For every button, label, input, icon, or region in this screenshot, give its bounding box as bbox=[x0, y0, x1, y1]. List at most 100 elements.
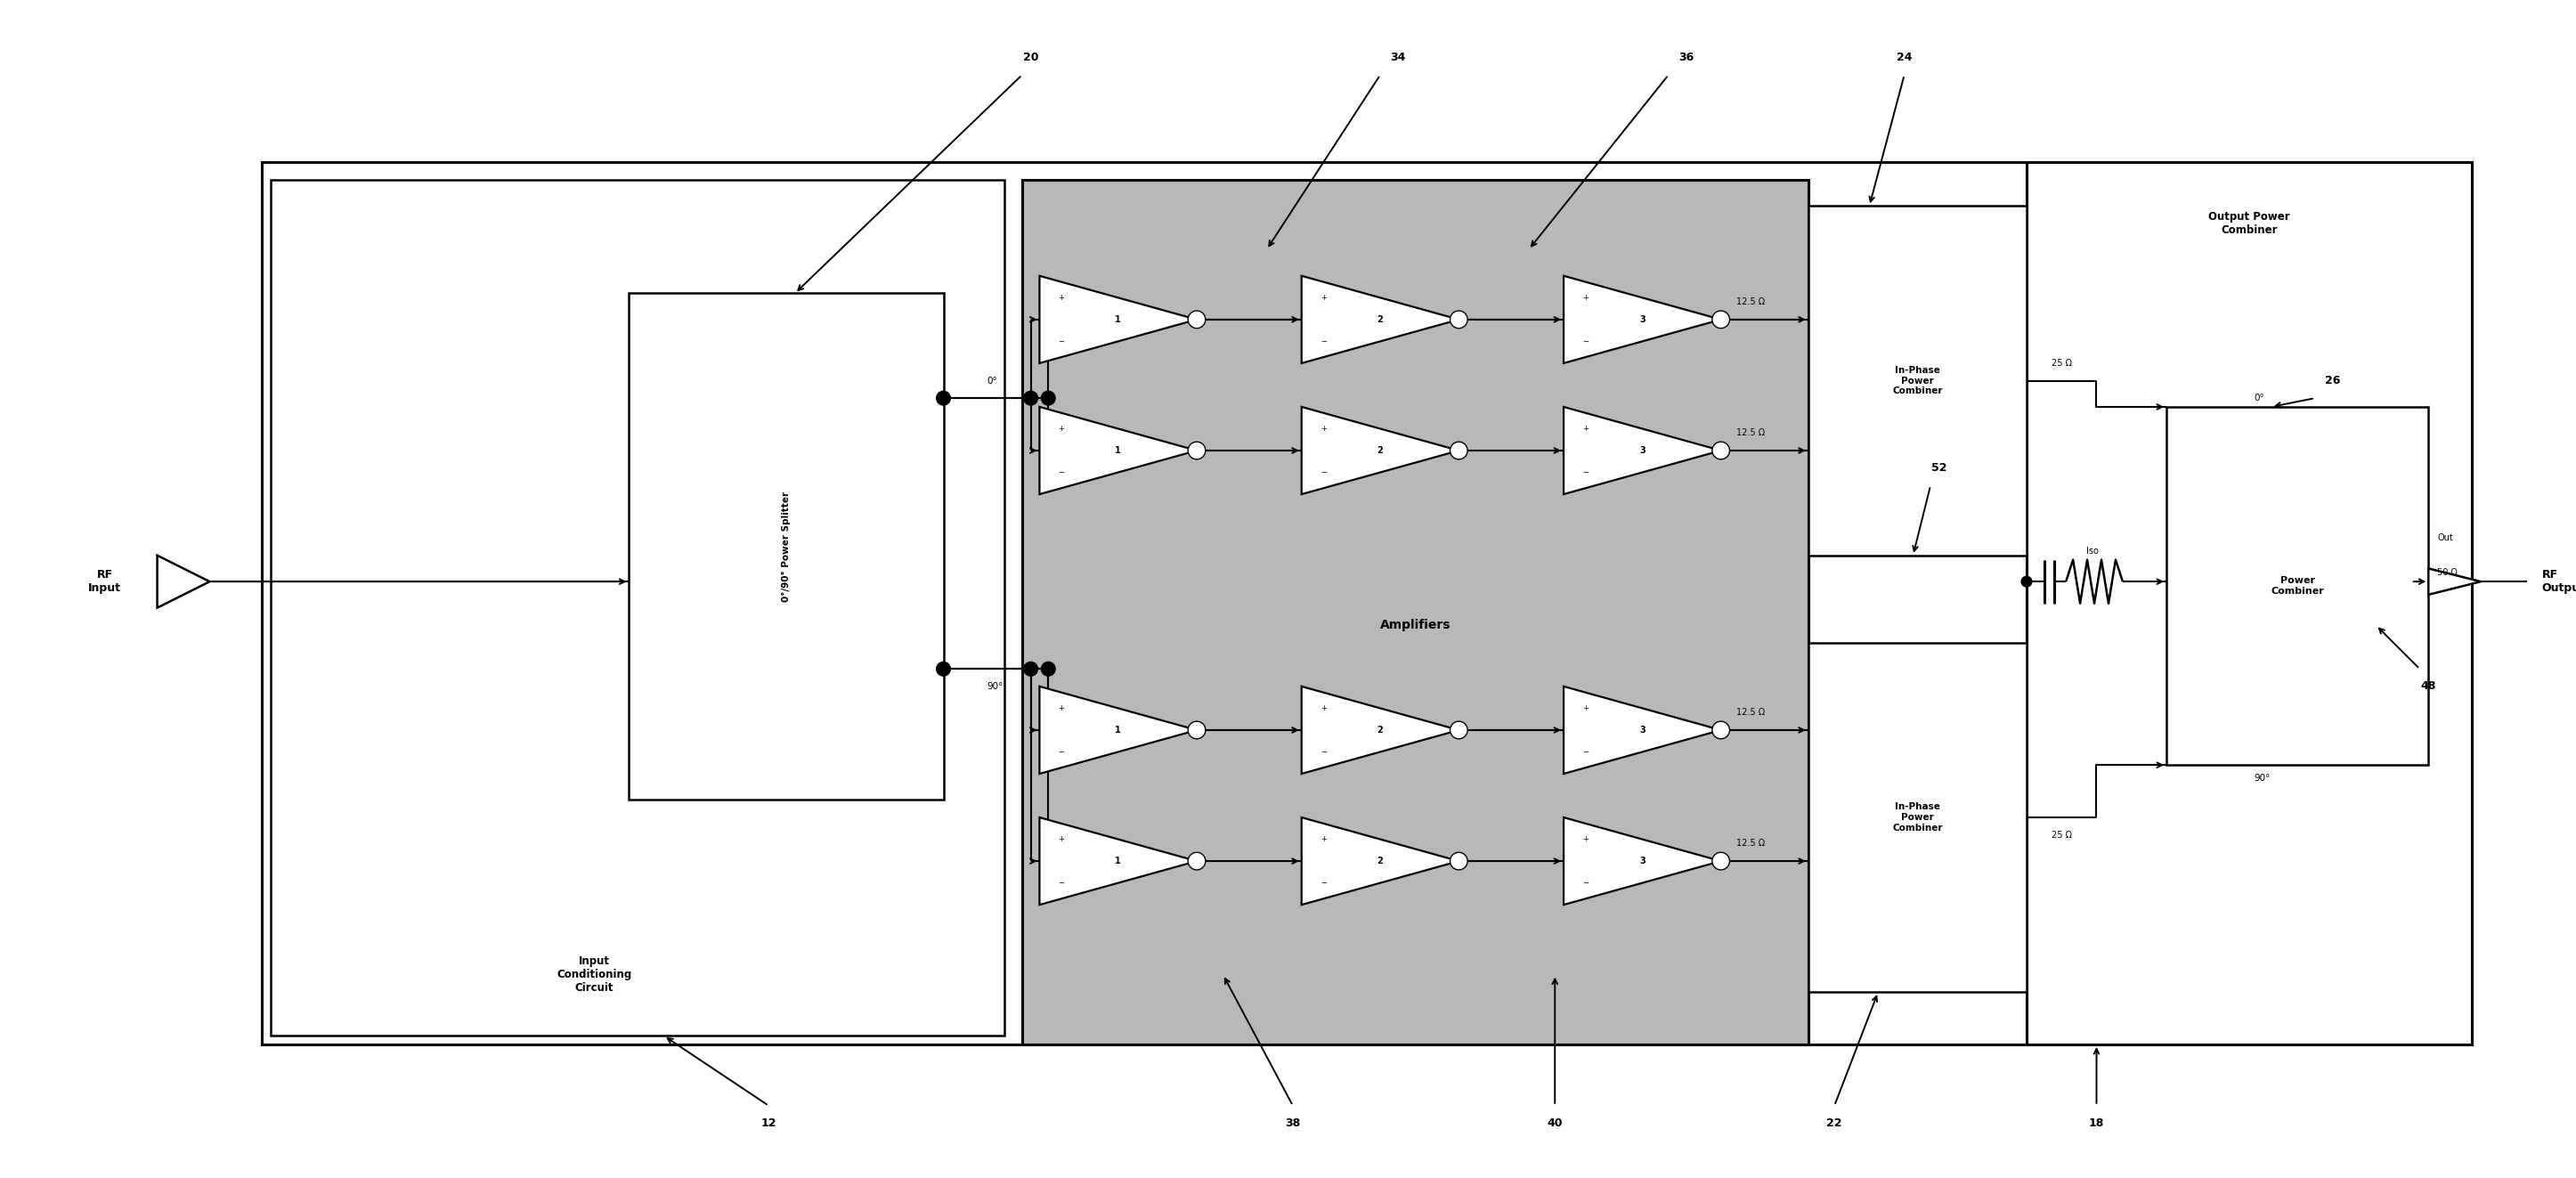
Circle shape bbox=[1023, 391, 1038, 405]
Circle shape bbox=[1450, 721, 1468, 739]
Text: 3: 3 bbox=[1638, 315, 1646, 324]
Text: 36: 36 bbox=[1677, 52, 1692, 64]
Circle shape bbox=[1188, 721, 1206, 739]
Text: +: + bbox=[1321, 425, 1327, 432]
Text: 18: 18 bbox=[2089, 1118, 2105, 1129]
Bar bbox=[263, 163, 2473, 1045]
Text: 25 Ω: 25 Ω bbox=[2050, 359, 2071, 368]
Text: −: − bbox=[1321, 748, 1327, 756]
Text: −: − bbox=[1582, 469, 1589, 476]
Circle shape bbox=[1713, 311, 1728, 329]
Text: 2: 2 bbox=[1378, 726, 1383, 735]
Text: −: − bbox=[1582, 337, 1589, 345]
Text: −: − bbox=[1059, 748, 1064, 756]
Text: 12.5 Ω: 12.5 Ω bbox=[1736, 298, 1765, 306]
Text: Amplifiers: Amplifiers bbox=[1381, 618, 1450, 631]
Circle shape bbox=[1188, 442, 1206, 459]
Text: −: − bbox=[1059, 337, 1064, 345]
Text: 1: 1 bbox=[1115, 446, 1121, 455]
Text: 50 Ω: 50 Ω bbox=[2437, 569, 2458, 577]
Text: −: − bbox=[1582, 748, 1589, 756]
Bar bbox=[270, 180, 1005, 1035]
Text: 38: 38 bbox=[1285, 1118, 1301, 1129]
Text: −: − bbox=[1321, 337, 1327, 345]
Text: RF
Output: RF Output bbox=[2543, 569, 2576, 594]
Text: 1: 1 bbox=[1115, 856, 1121, 866]
Text: +: + bbox=[1059, 835, 1064, 843]
Text: −: − bbox=[1059, 879, 1064, 887]
Bar bbox=[2027, 163, 2473, 1045]
Circle shape bbox=[1188, 853, 1206, 869]
Text: 0°: 0° bbox=[987, 376, 997, 385]
Circle shape bbox=[1188, 311, 1206, 329]
Text: 34: 34 bbox=[1391, 52, 1406, 64]
Text: +: + bbox=[1582, 704, 1589, 713]
Text: 90°: 90° bbox=[987, 682, 1005, 690]
Bar bbox=[629, 293, 943, 800]
Text: 3: 3 bbox=[1638, 856, 1646, 866]
Polygon shape bbox=[1041, 406, 1198, 495]
Circle shape bbox=[1450, 853, 1468, 869]
Circle shape bbox=[938, 662, 951, 676]
Text: Iso: Iso bbox=[2087, 547, 2099, 556]
Bar bbox=[1808, 643, 2027, 992]
Polygon shape bbox=[2429, 569, 2481, 595]
Text: 26: 26 bbox=[2324, 375, 2339, 386]
Text: Out: Out bbox=[2437, 534, 2452, 542]
Bar bbox=[1808, 206, 2027, 555]
Circle shape bbox=[2022, 576, 2032, 587]
Polygon shape bbox=[157, 555, 209, 608]
Text: +: + bbox=[1059, 293, 1064, 302]
Text: 24: 24 bbox=[1896, 52, 1911, 64]
Text: 48: 48 bbox=[2421, 681, 2437, 693]
Text: 20: 20 bbox=[1023, 52, 1038, 64]
Text: −: − bbox=[1582, 879, 1589, 887]
Text: Input
Conditioning
Circuit: Input Conditioning Circuit bbox=[556, 955, 631, 994]
Text: 12.5 Ω: 12.5 Ω bbox=[1736, 708, 1765, 717]
Text: 12.5 Ω: 12.5 Ω bbox=[1736, 839, 1765, 848]
Text: RF
Input: RF Input bbox=[88, 569, 121, 594]
Text: +: + bbox=[1582, 835, 1589, 843]
Text: 1: 1 bbox=[1115, 315, 1121, 324]
Bar bbox=[2166, 406, 2429, 765]
Polygon shape bbox=[1041, 687, 1198, 774]
Text: 2: 2 bbox=[1378, 856, 1383, 866]
Text: 12: 12 bbox=[760, 1118, 775, 1129]
Circle shape bbox=[1023, 662, 1038, 676]
Text: +: + bbox=[1321, 704, 1327, 713]
Circle shape bbox=[1450, 442, 1468, 459]
Text: In-Phase
Power
Combiner: In-Phase Power Combiner bbox=[1893, 802, 1942, 832]
Polygon shape bbox=[1564, 406, 1721, 495]
Polygon shape bbox=[1301, 406, 1458, 495]
Text: −: − bbox=[1321, 469, 1327, 476]
Text: 25 Ω: 25 Ω bbox=[2050, 830, 2071, 840]
Polygon shape bbox=[1564, 276, 1721, 363]
Circle shape bbox=[1713, 853, 1728, 869]
Text: 0°: 0° bbox=[2254, 393, 2264, 403]
Text: +: + bbox=[1059, 425, 1064, 432]
Polygon shape bbox=[1041, 276, 1198, 363]
Text: −: − bbox=[1059, 469, 1064, 476]
Text: Output Power
Combiner: Output Power Combiner bbox=[2208, 211, 2290, 236]
Polygon shape bbox=[1301, 276, 1458, 363]
Circle shape bbox=[1713, 721, 1728, 739]
Polygon shape bbox=[1041, 818, 1198, 905]
Circle shape bbox=[938, 391, 951, 405]
Text: 1: 1 bbox=[1115, 726, 1121, 735]
Text: 22: 22 bbox=[1826, 1118, 1842, 1129]
Polygon shape bbox=[1301, 687, 1458, 774]
Text: +: + bbox=[1582, 425, 1589, 432]
Text: 3: 3 bbox=[1638, 446, 1646, 455]
Circle shape bbox=[1041, 391, 1056, 405]
Text: +: + bbox=[1321, 293, 1327, 302]
Polygon shape bbox=[1564, 818, 1721, 905]
Text: 52: 52 bbox=[1932, 462, 1947, 474]
Text: +: + bbox=[1321, 835, 1327, 843]
Polygon shape bbox=[1301, 818, 1458, 905]
Text: +: + bbox=[1582, 293, 1589, 302]
Text: Power
Combiner: Power Combiner bbox=[2272, 576, 2324, 596]
Text: In-Phase
Power
Combiner: In-Phase Power Combiner bbox=[1893, 366, 1942, 396]
Bar bbox=[1023, 180, 1808, 1045]
Text: −: − bbox=[1321, 879, 1327, 887]
Text: 2: 2 bbox=[1378, 315, 1383, 324]
